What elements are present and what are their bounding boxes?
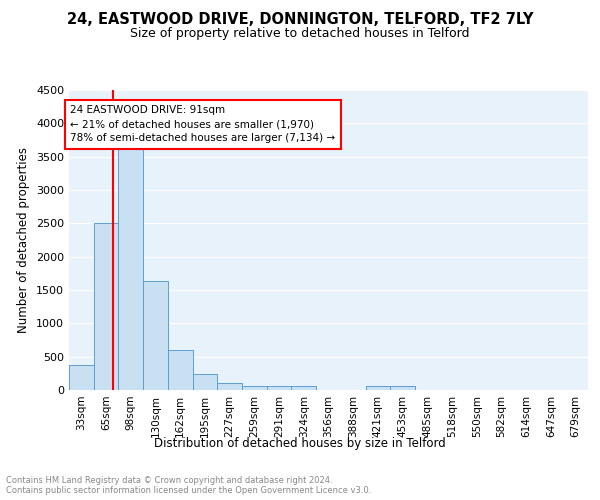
Bar (267, 386, 292, 390)
Bar (118, 144, 143, 390)
Text: Size of property relative to detached houses in Telford: Size of property relative to detached ho… (130, 28, 470, 40)
Y-axis label: Number of detached properties: Number of detached properties (17, 147, 31, 333)
Text: Distribution of detached houses by size in Telford: Distribution of detached houses by size … (154, 438, 446, 450)
Bar (143, 280, 168, 390)
Bar (217, 382, 242, 390)
Bar (69, 366, 94, 390)
Bar (292, 386, 316, 390)
Bar (390, 386, 415, 390)
Bar (168, 350, 193, 390)
Bar (242, 386, 267, 390)
Text: 24, EASTWOOD DRIVE, DONNINGTON, TELFORD, TF2 7LY: 24, EASTWOOD DRIVE, DONNINGTON, TELFORD,… (67, 12, 533, 28)
Text: 24 EASTWOOD DRIVE: 91sqm
← 21% of detached houses are smaller (1,970)
78% of sem: 24 EASTWOOD DRIVE: 91sqm ← 21% of detach… (70, 106, 335, 144)
Bar (193, 374, 217, 390)
Text: Contains HM Land Registry data © Crown copyright and database right 2024.
Contai: Contains HM Land Registry data © Crown c… (6, 476, 371, 495)
Bar (94, 224, 118, 390)
Bar (365, 386, 390, 390)
